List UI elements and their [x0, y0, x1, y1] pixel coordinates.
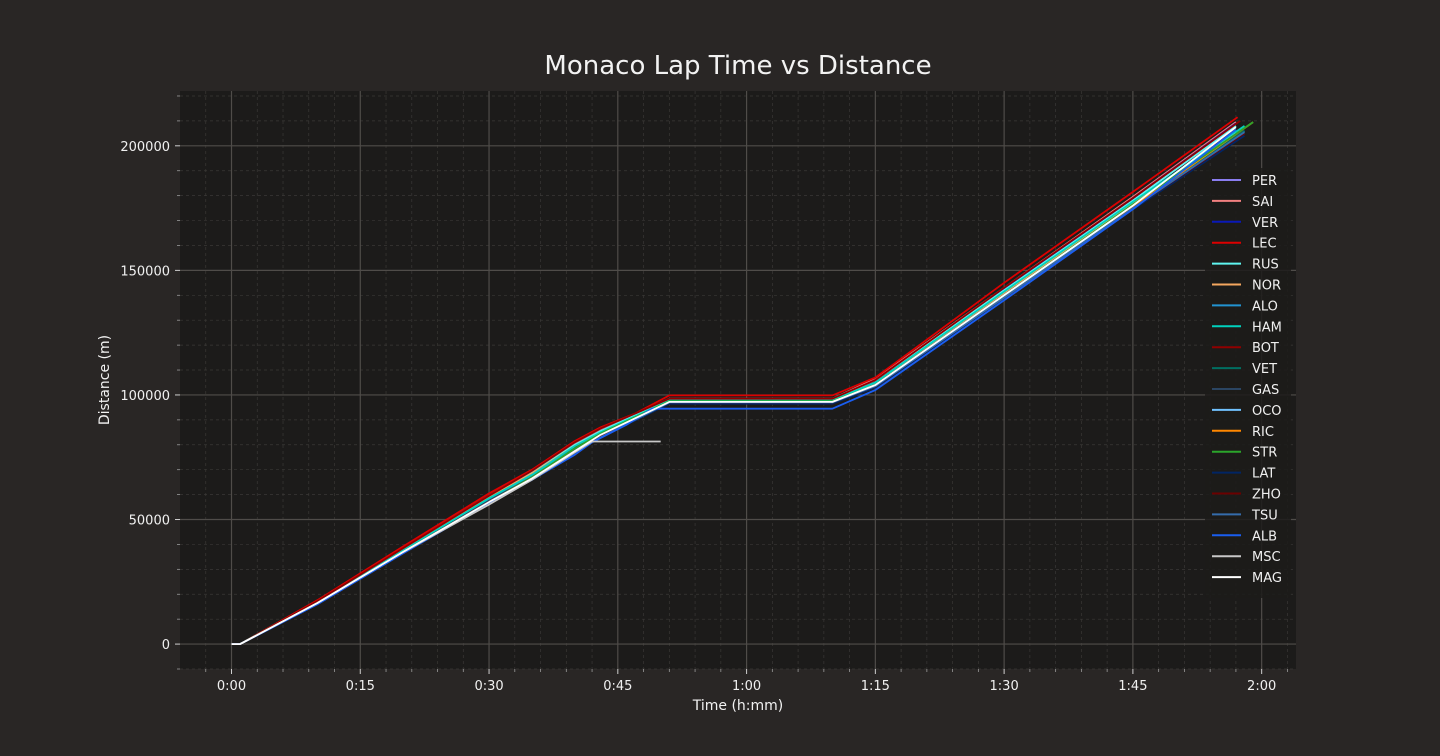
y-tick-label: 0 — [162, 638, 170, 653]
legend-label-oco: OCO — [1252, 404, 1282, 419]
legend-label-rus: RUS — [1252, 258, 1279, 273]
series-line-mag — [231, 126, 1237, 645]
legend-label-bot: BOT — [1252, 341, 1279, 356]
legend-label-zho: ZHO — [1252, 488, 1281, 503]
legend-label-ver: VER — [1252, 216, 1278, 231]
legend-label-tsu: TSU — [1251, 508, 1278, 523]
series-line-lec — [231, 116, 1239, 645]
y-axis: 0 50000 100000 150000 200000 — [120, 95, 180, 670]
legend-label-msc: MSC — [1252, 550, 1281, 565]
x-tick-label: 1:15 — [861, 679, 890, 694]
legend: PER SAI VER LEC RUS NOR ALO HAM BOT VET GAS OCO RIC S… — [1205, 168, 1291, 598]
y-tick-label: 150000 — [120, 264, 170, 279]
major-grid — [180, 91, 1296, 669]
x-tick-label: 1:00 — [732, 679, 761, 694]
series-line-alb — [231, 128, 1237, 645]
series-line-bot — [231, 120, 1241, 645]
y-tick-label: 50000 — [129, 514, 170, 529]
legend-label-alo: ALO — [1252, 299, 1278, 314]
legend-label-alb: ALB — [1252, 529, 1277, 544]
legend-label-per: PER — [1252, 174, 1277, 189]
x-tick-label: 0:15 — [346, 679, 375, 694]
x-axis-label: Time (h:mm) — [692, 698, 784, 714]
legend-label-ham: HAM — [1252, 320, 1282, 335]
x-tick-label: 0:00 — [217, 679, 246, 694]
y-axis-label: Distance (m) — [97, 335, 113, 425]
legend-label-mag: MAG — [1252, 571, 1282, 586]
legend-label-nor: NOR — [1252, 279, 1281, 294]
x-tick-label: 0:45 — [603, 679, 632, 694]
x-axis: 0:00 0:15 0:30 0:45 1:00 1:15 1:30 1:45 2:00 — [205, 669, 1288, 694]
legend-label-lat: LAT — [1252, 467, 1275, 482]
x-tick-label: 1:45 — [1118, 679, 1147, 694]
legend-label-lec: LEC — [1252, 237, 1277, 252]
y-tick-label: 100000 — [120, 389, 170, 404]
y-tick-label: 200000 — [120, 140, 170, 155]
series-lines — [231, 116, 1254, 645]
legend-box — [1205, 168, 1291, 598]
x-tick-label: 0:30 — [474, 679, 503, 694]
x-tick-label: 1:30 — [990, 679, 1019, 694]
x-tick-label: 2:00 — [1247, 679, 1276, 694]
legend-label-vet: VET — [1252, 362, 1277, 377]
legend-label-gas: GAS — [1252, 383, 1279, 398]
legend-label-ric: RIC — [1252, 425, 1274, 440]
legend-label-str: STR — [1252, 446, 1277, 461]
chart-title: Monaco Lap Time vs Distance — [544, 51, 931, 81]
legend-label-sai: SAI — [1252, 195, 1273, 210]
